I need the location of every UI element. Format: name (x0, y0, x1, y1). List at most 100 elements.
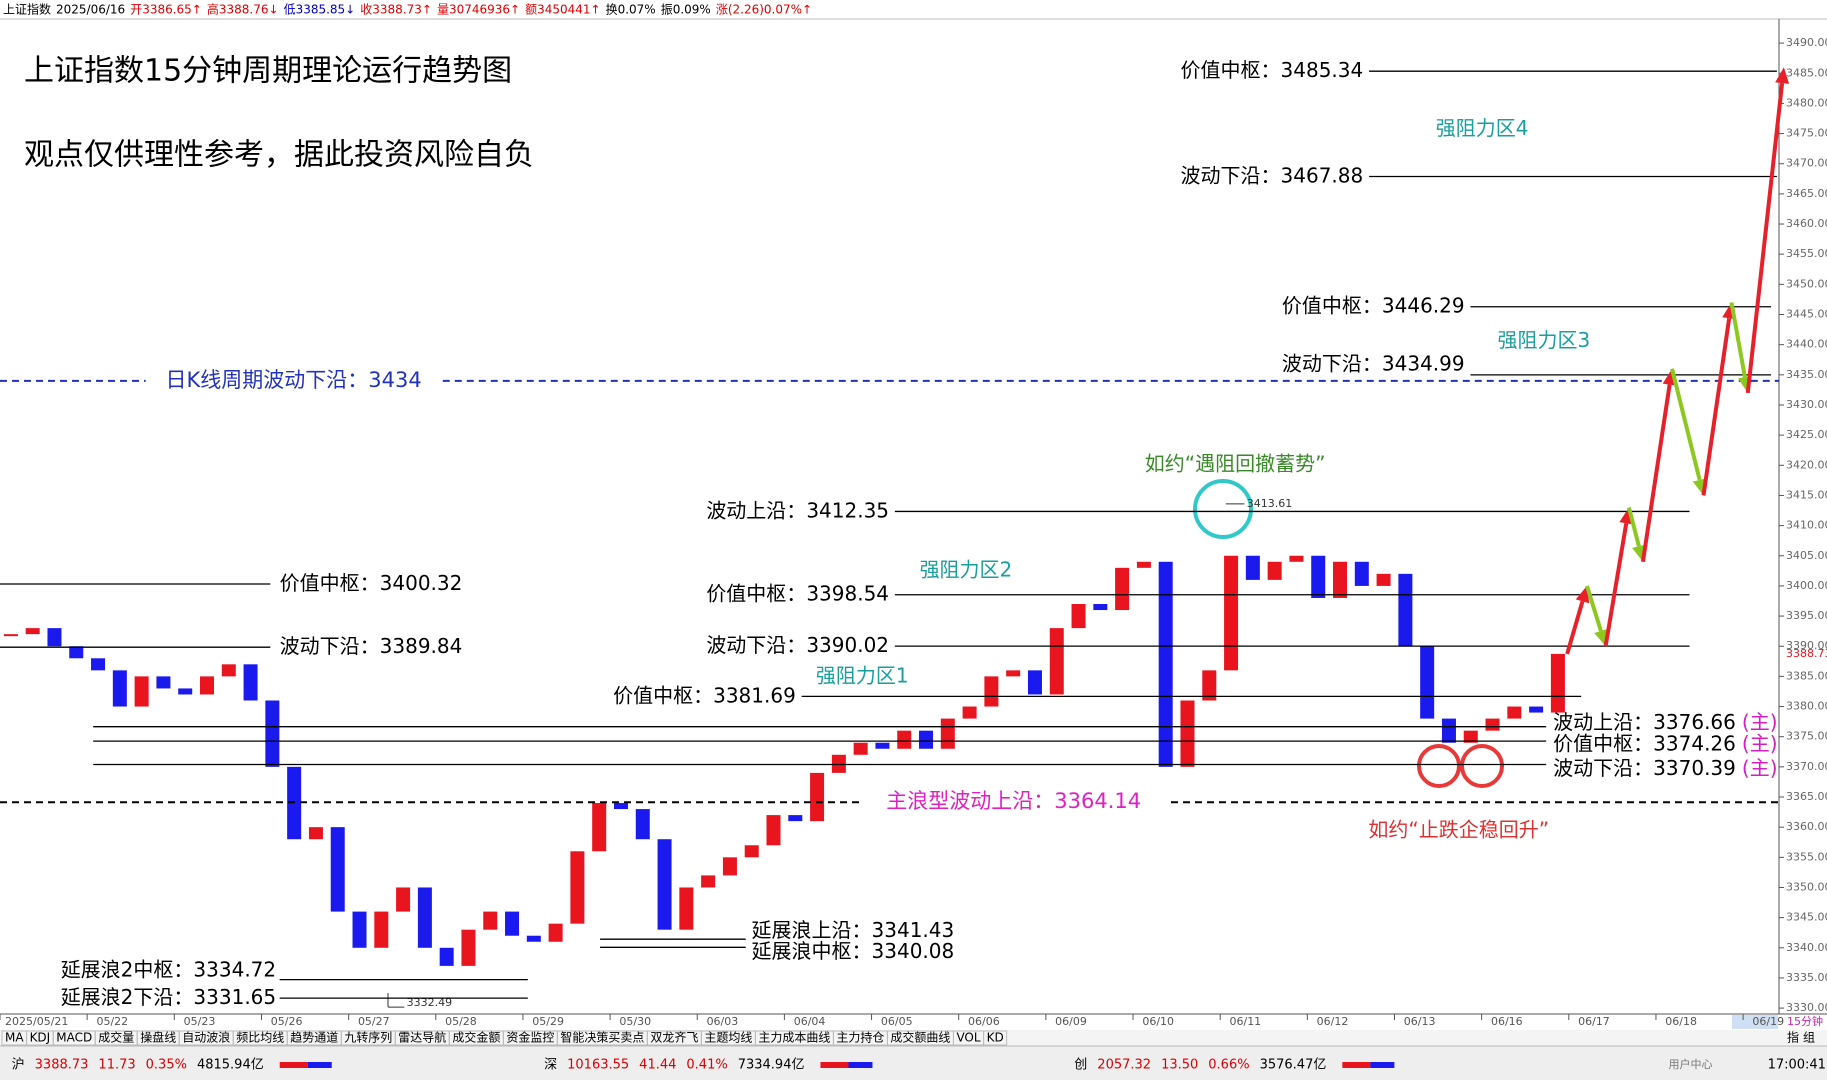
price-candle (3, 634, 18, 637)
projection-segment (1745, 82, 1785, 394)
indicator-tab[interactable]: 趋势通道 (290, 1031, 338, 1045)
price-candle (592, 803, 607, 852)
level-label: 价值中枢：3400.32 (280, 570, 463, 594)
header-field: 2025/06/16 (56, 3, 125, 17)
level-label: 波动下沿：3370.39 (主) (1553, 756, 1777, 780)
side-button[interactable]: 指 (1787, 1030, 1799, 1045)
indicator-tab[interactable]: 九转序列 (344, 1030, 392, 1045)
price-candle (1267, 561, 1282, 580)
level-name: 价值中枢： (280, 570, 380, 594)
indicator-tab[interactable]: 成交量 (98, 1030, 134, 1045)
header-field: 换0.07% (606, 3, 656, 17)
level-value: 3398.54 (806, 581, 889, 605)
x-tick-label: 06/04 (794, 1015, 826, 1028)
y-tick-label: 3375.00 (1786, 730, 1827, 743)
extreme-label: 3332.49 (407, 996, 453, 1009)
price-candle (1093, 604, 1108, 611)
x-tick-label: 06/05 (881, 1015, 913, 1028)
header-field: 振0.09% (661, 3, 711, 17)
user-center[interactable]: 用户中心 (1669, 1057, 1713, 1071)
header-field: 高3388.76↓ (207, 2, 279, 17)
status-market: 创 (1074, 1058, 1087, 1073)
y-tick-label: 3445.00 (1786, 308, 1827, 321)
level-name: 主浪型波动上沿： (886, 789, 1054, 813)
status-value: 4815.94亿 (197, 1058, 264, 1073)
y-tick-label: 3455.00 (1786, 247, 1827, 260)
level-label: 波动下沿：3434.99 (1282, 351, 1465, 375)
price-candle (1354, 561, 1369, 586)
indicator-tab[interactable]: 智能决策买卖点 (560, 1030, 644, 1045)
level-name: 价值中枢： (1282, 293, 1382, 317)
price-candle (1049, 628, 1064, 695)
indicator-tab[interactable]: MACD (56, 1031, 92, 1045)
level-label: 波动下沿：3467.88 (1181, 163, 1364, 187)
price-candle (156, 676, 171, 689)
level-value: 3334.72 (193, 957, 276, 981)
level-name: 日K线周期波动下沿： (166, 368, 369, 392)
indicator-tab[interactable]: 主题均线 (704, 1031, 752, 1045)
price-candle (810, 772, 825, 822)
level-name: 波动下沿： (1181, 163, 1281, 187)
indicator-tab[interactable]: 资金监控 (506, 1030, 554, 1045)
x-tick-label: 06/10 (1142, 1015, 1174, 1028)
y-tick-label: 3340.00 (1786, 941, 1827, 954)
header-field: 收3388.73↑ (360, 3, 432, 17)
price-candle (221, 664, 236, 677)
price-candle (1115, 567, 1130, 611)
indicator-tab[interactable]: MA (5, 1031, 24, 1045)
price-candle (199, 676, 214, 695)
level-label: 延展浪中枢：3340.08 (752, 938, 955, 962)
indicator-tab[interactable]: VOL (956, 1031, 980, 1045)
price-candle (897, 730, 912, 749)
price-candle (613, 803, 628, 810)
price-candle (1333, 561, 1348, 598)
header-field: 低3385.85↓ (284, 3, 356, 17)
level-name: 价值中枢： (1553, 731, 1653, 755)
tab-border[interactable] (983, 1030, 1008, 1046)
indicator-tab[interactable]: KDJ (30, 1031, 51, 1045)
status-market: 沪 (12, 1057, 25, 1073)
level-label: 波动上沿：3376.66 (主) (1553, 710, 1777, 734)
level-value: 3467.88 (1281, 163, 1364, 187)
level-value: 3340.08 (872, 938, 955, 962)
price-candle (1006, 670, 1021, 677)
x-tick-label: 06/12 (1317, 1015, 1349, 1028)
indicator-tab[interactable]: 成交金额 (452, 1030, 500, 1045)
indicator-tab[interactable]: 成交额曲线 (890, 1030, 950, 1045)
indicator-tab[interactable]: 双龙齐飞 (650, 1030, 698, 1045)
y-tick-label: 3355.00 (1786, 850, 1827, 863)
indicator-tab[interactable]: 频比均线 (236, 1031, 284, 1045)
projection-segment (1670, 368, 1702, 481)
indicator-tab[interactable]: 主力持仓 (836, 1030, 884, 1045)
y-tick-label: 3425.00 (1786, 428, 1827, 441)
projection-arrowhead (1575, 585, 1590, 604)
level-name: 波动上沿： (1553, 710, 1653, 734)
x-tick-label: 05/30 (619, 1015, 651, 1028)
highlight-circle (1193, 479, 1253, 539)
level-label: 波动上沿：3412.35 (706, 498, 889, 522)
indicator-tab[interactable]: 操盘线 (140, 1030, 176, 1045)
indicator-tab[interactable]: 主力成本曲线 (758, 1031, 830, 1045)
indicator-tab[interactable]: 雷达导航 (398, 1030, 446, 1045)
x-tick-label: 06/17 (1578, 1015, 1610, 1028)
status-value: 41.44 (639, 1058, 676, 1073)
price-candle (962, 706, 977, 719)
indicator-tab[interactable]: 自动波浪 (182, 1030, 230, 1045)
x-tick-label: 05/22 (96, 1015, 128, 1028)
level-value: 3370.39 (1653, 756, 1736, 780)
level-name: 波动下沿： (1282, 351, 1382, 375)
clock: 17:00:41 (1768, 1058, 1826, 1073)
level-name: 波动下沿： (706, 633, 806, 657)
price-candle (243, 664, 258, 701)
level-name: 价值中枢： (613, 683, 713, 707)
price-candle (1441, 718, 1456, 743)
x-tick-label: 05/28 (445, 1015, 477, 1028)
price-candle (396, 887, 411, 912)
price-candle (1136, 561, 1151, 568)
level-name: 波动下沿： (1553, 756, 1653, 780)
price-candle (439, 947, 454, 966)
side-button[interactable]: 组 (1803, 1031, 1815, 1045)
indicator-tab[interactable]: KD (987, 1031, 1004, 1045)
level-value: 3390.02 (806, 633, 889, 657)
y-tick-label: 3485.00 (1786, 66, 1827, 79)
